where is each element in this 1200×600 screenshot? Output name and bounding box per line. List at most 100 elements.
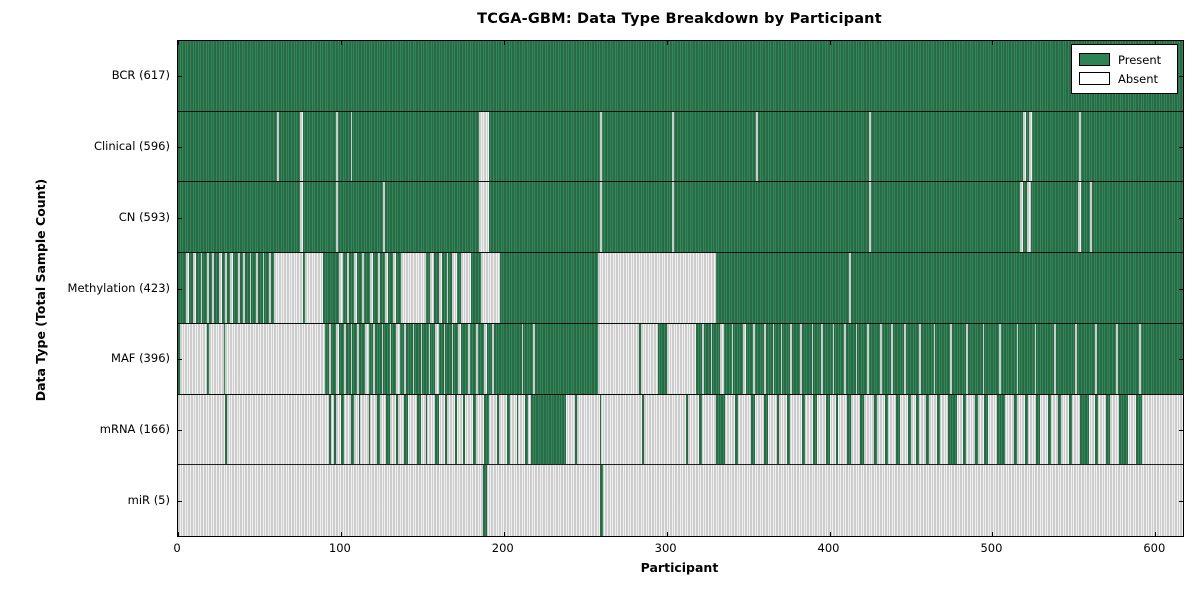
absent-segment [207,253,209,323]
y-tick-left [178,147,182,149]
legend: Present Absent [1071,44,1178,94]
absent-segment [1054,323,1056,394]
absent-segment [1116,323,1118,394]
absent-segment [821,323,824,394]
x-tick-bottom [1155,532,1157,536]
x-tick-label: 300 [654,541,677,555]
x-tick-label: 100 [328,541,351,555]
y-tick-left [178,217,182,219]
absent-segment [479,111,490,182]
present-segment [599,465,604,536]
present-segment [836,394,838,465]
absent-segment [1090,182,1092,253]
absent-segment [640,323,659,394]
present-segment [425,394,428,465]
absent-segment [192,253,196,323]
present-segment [329,394,332,465]
row-label-methylation: Methylation (423) [67,280,170,295]
present-segment [715,394,726,465]
absent-segment [868,111,872,182]
absent-segment [476,323,478,394]
present-segment [507,394,511,465]
row-label-maf: MAF (396) [111,351,170,366]
absent-segment [720,323,724,394]
absent-segment [484,323,488,394]
absent-segment [458,323,462,394]
y-tick-right [1179,288,1183,290]
present-segment [445,394,447,465]
absent-segment [743,323,747,394]
absent-segment [880,323,882,394]
absent-segment [780,323,783,394]
absent-segment [702,323,705,394]
absent-segment [412,323,415,394]
present-segment [1025,394,1029,465]
heatmap-row-clinical [178,111,1183,183]
absent-segment [904,323,907,394]
present-segment [896,394,900,465]
absent-segment [832,323,835,394]
absent-segment [451,253,457,323]
present-segment [777,394,780,465]
absent-segment [480,253,501,323]
absent-segment [1027,182,1031,253]
x-tick-bottom [178,532,179,536]
present-segment [396,394,398,465]
x-tick-top [829,41,831,45]
legend-entry-present: Present [1079,50,1171,69]
heatmap-row-cn [178,182,1183,254]
present-segment [1036,394,1040,465]
present-segment [925,394,929,465]
x-tick-bottom [666,532,668,536]
present-segment [454,394,457,465]
present-segment [404,394,408,465]
heatmap-row-methylation [178,253,1183,324]
absent-segment [225,323,325,394]
absent-segment [335,182,338,253]
absent-segment [383,182,385,253]
absent-segment [598,323,639,394]
row-label-bcr: BCR (617) [111,68,170,83]
present-segment [531,394,566,465]
absent-segment [849,253,851,323]
absent-segment [666,323,696,394]
absent-segment [1139,323,1141,394]
x-axis-label: Participant [640,560,719,575]
absent-segment [428,323,431,394]
present-segment [735,394,739,465]
present-segment [368,394,371,465]
absent-segment [461,253,472,323]
legend-label-present: Present [1118,52,1162,67]
present-segment [1095,394,1099,465]
absent-segment [243,253,245,323]
absent-segment [533,323,535,394]
absent-segment [446,253,449,323]
x-tick-bottom [992,532,994,536]
present-segment [787,394,791,465]
y-tick-right [1179,500,1183,502]
absent-segment [671,182,674,253]
present-segment [516,394,519,465]
absent-segment [347,253,350,323]
present-segment [907,394,911,465]
present-segment [1106,394,1110,465]
absent-segment [982,323,985,394]
absent-segment [404,323,407,394]
absent-segment [1077,182,1082,253]
absent-segment [420,323,423,394]
y-tick-left [178,76,182,78]
x-tick-label: 500 [980,541,1003,555]
absent-segment [179,323,208,394]
absent-segment [339,253,343,323]
present-segment [1135,394,1143,465]
absent-segment [269,253,271,323]
absent-segment [1020,182,1024,253]
present-segment [699,394,703,465]
present-segment [599,394,602,465]
present-segment [524,394,529,465]
absent-segment [966,323,968,394]
absent-segment [238,253,240,323]
absent-segment [384,253,389,323]
row-label-mir: miR (5) [127,492,170,507]
